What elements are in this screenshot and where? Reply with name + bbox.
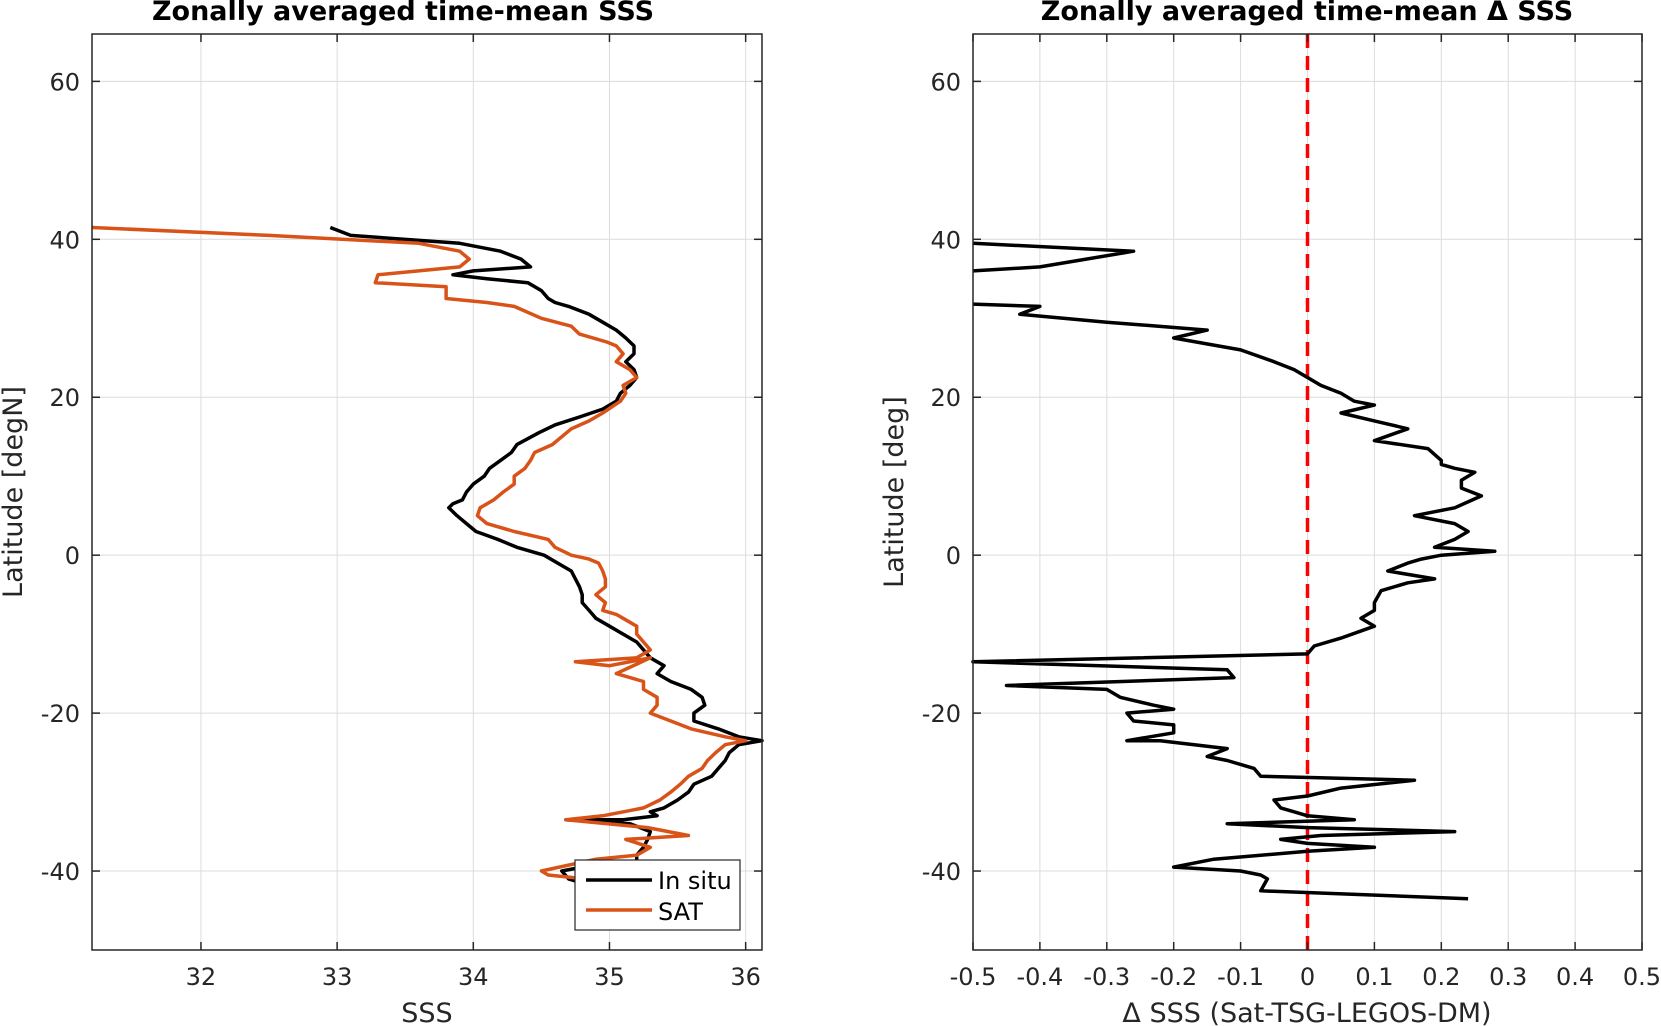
right-x-tick-label: 0.5 [1623, 963, 1661, 991]
right-x-tick-label: -0.3 [1083, 963, 1130, 991]
right-y-tick-label: 40 [930, 226, 961, 254]
left-series-layer [91, 225, 764, 889]
left-y-tick-label: -20 [41, 700, 80, 728]
right-series-layer [971, 34, 1497, 950]
left-y-axis-label: Latitude [degN] [0, 386, 29, 598]
right-x-tick-label: -0.4 [1016, 963, 1063, 991]
left-x-tick-label: 32 [186, 963, 217, 991]
left-y-tick-label: 60 [49, 68, 80, 96]
left-panel: Zonally averaged time-mean SSS 32 33 34 35 3… [0, 0, 764, 1026]
legend-label-in-situ: In situ [658, 867, 732, 895]
right-x-tick-label: 0.4 [1556, 963, 1594, 991]
right-y-tick-label: 20 [930, 384, 961, 412]
right-y-tick-label: 0 [946, 542, 961, 570]
left-chart-title: Zonally averaged time-mean SSS [152, 0, 654, 27]
left-y-tick-label: 20 [49, 384, 80, 412]
right-x-tick-label: 0.3 [1489, 963, 1527, 991]
right-series-line-delta-sss [971, 241, 1497, 901]
legend: In situ SAT [574, 859, 741, 931]
left-x-tick-label: 33 [322, 963, 353, 991]
left-x-tick-label: 35 [594, 963, 625, 991]
right-x-tick-label: -0.2 [1150, 963, 1197, 991]
left-x-tick-label: 36 [730, 963, 761, 991]
left-grid [92, 34, 762, 950]
left-y-tick-label: -40 [41, 858, 80, 886]
right-x-tick-label: 0.2 [1422, 963, 1460, 991]
left-x-tick-label: 34 [458, 963, 489, 991]
legend-box [574, 859, 741, 931]
left-ticks: 32 33 34 35 36 -40 -20 0 20 40 60 [41, 34, 762, 991]
left-series-line-sat [91, 225, 748, 885]
right-x-tick-label: -0.5 [950, 963, 997, 991]
legend-label-sat: SAT [658, 898, 703, 926]
right-panel: Zonally averaged time-mean Δ SSS -0.5 -0.… [879, 0, 1661, 1026]
left-y-tick-label: 0 [65, 542, 80, 570]
right-y-tick-label: -20 [922, 700, 961, 728]
right-x-tick-label: 0 [1300, 963, 1315, 991]
right-x-tick-label: -0.1 [1217, 963, 1264, 991]
right-y-tick-label: -40 [922, 858, 961, 886]
right-x-axis-label: Δ SSS (Sat-TSG-LEGOS-DM) [1122, 998, 1491, 1026]
right-chart-title: Zonally averaged time-mean Δ SSS [1041, 0, 1573, 27]
left-series-line-in-situ [329, 225, 764, 889]
right-ticks: -0.5 -0.4 -0.3 -0.2 -0.1 0 0.1 0.2 0.3 0.4 0.5 -40 -… [922, 34, 1661, 991]
right-y-axis-label: Latitude [deg] [879, 396, 910, 588]
left-x-axis-label: SSS [401, 998, 452, 1026]
right-x-tick-label: 0.1 [1355, 963, 1393, 991]
left-axes-box [91, 33, 763, 951]
left-y-tick-label: 40 [49, 226, 80, 254]
right-y-tick-label: 60 [930, 68, 961, 96]
